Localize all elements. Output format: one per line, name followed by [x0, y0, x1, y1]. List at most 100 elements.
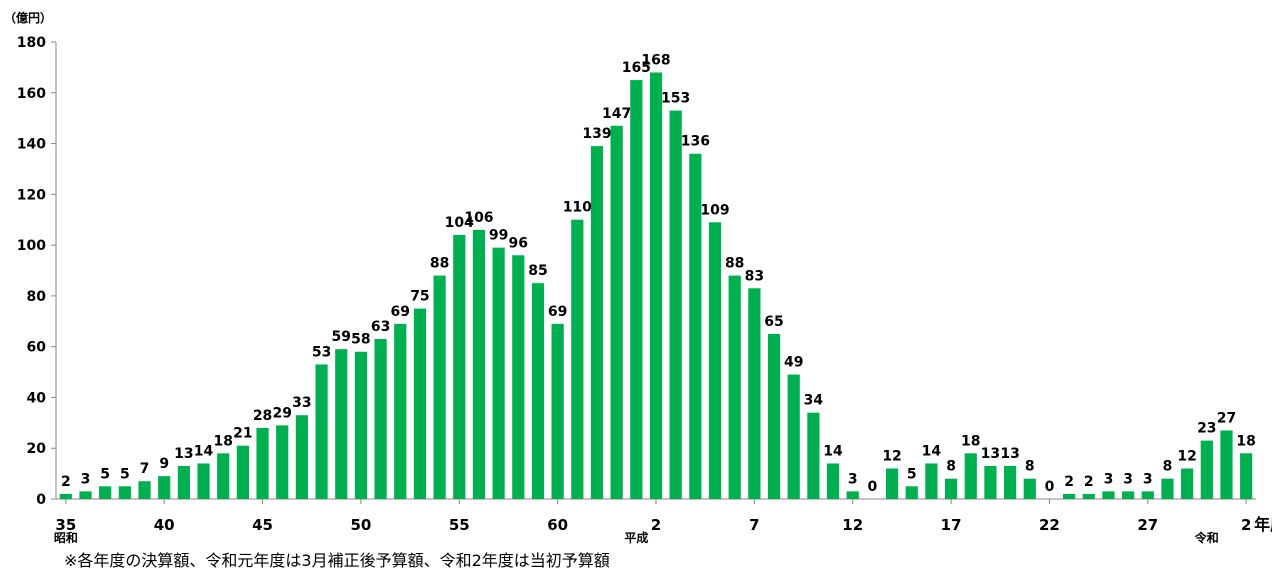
bar	[708, 222, 722, 499]
data-label: 12	[1177, 449, 1196, 465]
bar	[610, 125, 623, 500]
data-label: 3	[1123, 471, 1133, 487]
bar	[118, 486, 131, 499]
data-label: 5	[120, 466, 130, 482]
data-label: 13	[1000, 446, 1019, 462]
data-label: 14	[823, 443, 843, 459]
x-tick-label: 45	[252, 516, 273, 534]
data-label: 34	[804, 393, 824, 409]
data-label: 18	[1236, 433, 1255, 449]
data-label: 27	[1217, 410, 1236, 426]
bar	[826, 463, 840, 499]
bar	[1122, 491, 1135, 499]
data-label: 8	[946, 459, 956, 475]
bar	[433, 275, 446, 499]
bar	[551, 323, 564, 499]
data-label: 139	[582, 126, 611, 142]
data-label: 2	[61, 474, 71, 490]
x-tick-label: 22	[1039, 516, 1060, 534]
data-label: 75	[410, 289, 429, 305]
era-label: 昭和	[54, 530, 78, 545]
data-label: 69	[391, 304, 410, 320]
x-tick-label: 50	[350, 516, 371, 534]
bar	[925, 463, 938, 499]
bar	[217, 453, 230, 499]
data-label: 109	[700, 202, 729, 218]
data-label: 85	[528, 263, 547, 279]
data-label: 8	[1025, 459, 1035, 475]
bar	[728, 275, 741, 499]
bar	[1240, 453, 1253, 499]
bar	[630, 80, 643, 499]
bar	[453, 234, 466, 499]
era-label: 令和	[1194, 530, 1219, 545]
x-tick-label: 7	[749, 516, 759, 534]
data-label: 33	[292, 395, 311, 411]
y-axis-unit-label: （億円）	[4, 10, 52, 25]
data-label: 3	[81, 471, 91, 487]
bar	[99, 486, 112, 499]
bar	[905, 486, 918, 499]
bar	[256, 427, 269, 499]
y-tick-label: 100	[17, 238, 46, 254]
data-label: 2	[1064, 474, 1074, 490]
data-label: 3	[848, 471, 858, 487]
data-label: 88	[725, 256, 744, 272]
data-label: 104	[445, 215, 474, 231]
bar	[158, 476, 171, 499]
data-label: 153	[661, 91, 690, 107]
data-label: 3	[1143, 471, 1153, 487]
bar	[295, 415, 308, 499]
data-label: 49	[784, 355, 803, 371]
x-tick-label: 40	[154, 516, 175, 534]
data-label: 23	[1197, 421, 1216, 437]
y-tick-label: 20	[27, 441, 47, 457]
y-tick-label: 140	[17, 137, 46, 153]
data-label: 12	[882, 449, 901, 465]
data-label: 96	[509, 235, 528, 251]
bar	[807, 412, 820, 499]
x-tick-label: 35	[55, 516, 76, 534]
y-tick-label: 80	[27, 289, 47, 305]
bar	[197, 463, 210, 499]
x-tick-label: 60	[547, 516, 568, 534]
bar	[512, 255, 525, 499]
x-tick-label: 27	[1137, 516, 1158, 534]
data-label: 7	[140, 461, 150, 477]
bar	[767, 333, 781, 499]
data-label: 5	[100, 466, 110, 482]
era-label: 平成	[624, 530, 648, 545]
data-label: 18	[213, 433, 232, 449]
bar	[59, 493, 72, 499]
bars	[59, 72, 1253, 500]
bar	[236, 445, 249, 499]
bar	[1063, 493, 1076, 499]
x-tick-label: 2	[651, 516, 661, 534]
data-label: 14	[922, 443, 942, 459]
y-tick-label: 40	[27, 390, 47, 406]
bar	[689, 153, 702, 499]
bar	[1220, 430, 1233, 499]
data-label: 29	[272, 405, 291, 421]
bar	[531, 283, 545, 499]
data-label: 28	[253, 408, 272, 424]
x-axis-suffix: 年度	[1254, 515, 1272, 534]
bar	[177, 465, 190, 499]
y-axis-ticks: 0 20 40 60 80 100 120 140 160 180	[17, 35, 56, 508]
bar	[984, 465, 997, 499]
data-label: 58	[351, 332, 370, 348]
bar	[885, 468, 899, 499]
data-label: 3	[1104, 471, 1114, 487]
y-tick-label: 180	[17, 35, 46, 51]
data-label: 88	[430, 256, 449, 272]
data-label: 2	[1084, 474, 1094, 490]
data-label: 65	[764, 314, 783, 330]
x-tick-label: 55	[449, 516, 470, 534]
x-tick-label: 12	[842, 516, 863, 534]
bar	[787, 374, 800, 499]
data-label: 168	[641, 52, 670, 68]
data-label: 13	[981, 446, 1000, 462]
y-tick-label: 0	[36, 492, 46, 508]
footnote: ※各年度の決算額、令和元年度は3月補正後予算額、令和2年度は当初予算額	[64, 551, 610, 570]
